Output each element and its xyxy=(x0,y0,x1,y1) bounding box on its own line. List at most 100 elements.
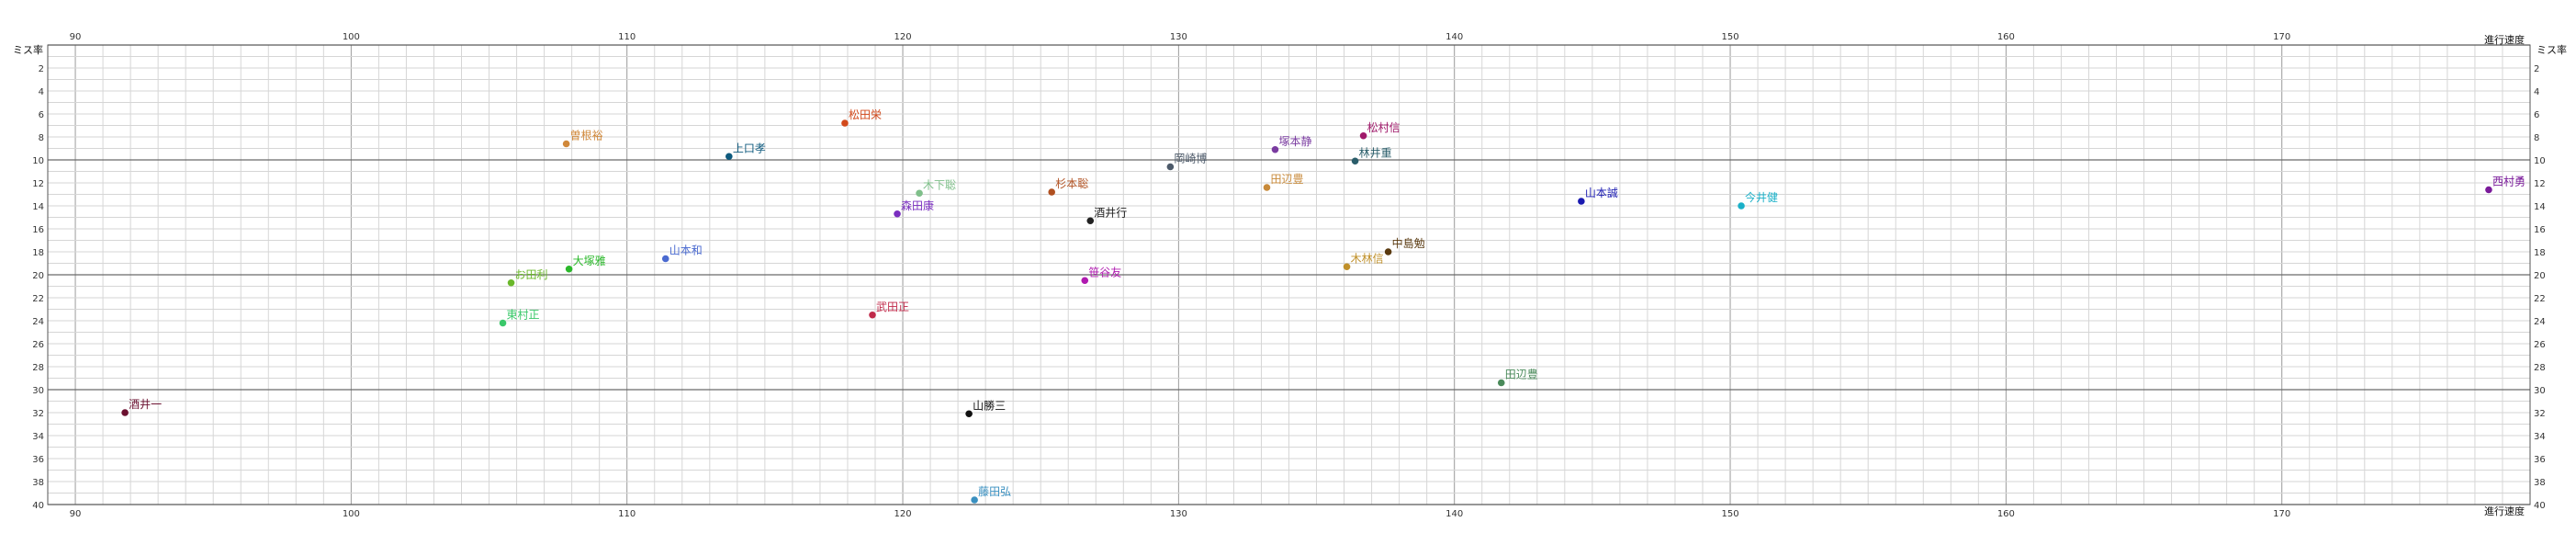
data-point xyxy=(1497,379,1505,387)
x-tick-label-top: 130 xyxy=(1170,32,1187,42)
data-point-label: 山本誠 xyxy=(1585,187,1618,199)
data-point-label: 酒井行 xyxy=(1094,206,1127,219)
data-point xyxy=(869,311,876,319)
y-tick-label-right: 40 xyxy=(2534,501,2546,511)
axis-titles: ミス率 ミス率 進行速度 進行速度 xyxy=(13,33,2567,517)
x-tick-label-top: 140 xyxy=(1445,32,1463,42)
data-point xyxy=(507,278,515,287)
data-point xyxy=(1081,277,1089,285)
data-points: 酒井一松田栄上口孝曽根裕松村信塚本静林井重岡崎博田辺豊杉本聡木下聡森田康酒井行山… xyxy=(121,108,2525,504)
x-tick-label-bottom: 150 xyxy=(1721,509,1738,519)
x-tick-label-bottom: 170 xyxy=(2273,509,2290,519)
y-tick-label-left: 24 xyxy=(32,317,44,327)
x-tick-label-top: 170 xyxy=(2273,32,2290,42)
data-point xyxy=(1578,198,1585,205)
y-axis-title-right: ミス率 xyxy=(2537,43,2567,56)
y-tick-label-right: 6 xyxy=(2534,110,2539,120)
y-tick-label-right: 30 xyxy=(2534,386,2546,396)
data-point-label: 中島勉 xyxy=(1392,236,1425,250)
x-tick-label-top: 150 xyxy=(1721,32,1738,42)
y-tick-label-left: 28 xyxy=(32,363,44,373)
x-tick-label-top: 160 xyxy=(1997,32,2015,42)
y-tick-label-right: 34 xyxy=(2534,432,2546,442)
data-point xyxy=(2485,186,2492,194)
y-tick-label-right: 38 xyxy=(2534,478,2546,488)
data-point-label: 西村勇 xyxy=(2492,176,2525,188)
data-point-label: 東村正 xyxy=(507,309,540,322)
data-point xyxy=(916,189,923,198)
y-tick-label-right: 36 xyxy=(2534,455,2546,465)
y-tick-label-left: 14 xyxy=(32,202,44,212)
y-tick-label-left: 10 xyxy=(32,156,44,166)
x-tick-label-bottom: 160 xyxy=(1997,509,2015,519)
data-point xyxy=(1086,217,1095,225)
data-point-label: 田辺豊 xyxy=(1505,369,1538,381)
y-tick-label-right: 26 xyxy=(2534,340,2546,350)
data-point-label: 木下聡 xyxy=(923,178,956,191)
y-tick-label-left: 8 xyxy=(39,133,44,143)
y-tick-label-right: 16 xyxy=(2534,225,2546,235)
data-point xyxy=(1351,157,1359,165)
y-tick-label-left: 6 xyxy=(39,110,44,120)
y-tick-label-left: 40 xyxy=(32,501,44,511)
x-tick-label-bottom: 140 xyxy=(1445,509,1463,519)
y-tick-label-left: 32 xyxy=(32,409,44,419)
data-point xyxy=(1263,184,1271,191)
y-tick-label-right: 18 xyxy=(2534,248,2546,258)
data-point xyxy=(562,140,570,148)
y-tick-label-left: 30 xyxy=(32,386,44,396)
data-point-label: 大塚雅 xyxy=(573,254,606,267)
y-tick-label-left: 36 xyxy=(32,455,44,465)
data-point xyxy=(841,119,849,127)
data-point-label: 武田正 xyxy=(876,301,909,313)
data-point xyxy=(971,496,978,504)
y-tick-label-left: 34 xyxy=(32,432,44,442)
y-tick-label-right: 12 xyxy=(2534,179,2546,189)
x-axis-title-bottom: 進行速度 xyxy=(2484,505,2525,517)
x-axis-title-top: 進行速度 xyxy=(2484,33,2525,46)
y-tick-label-right: 22 xyxy=(2534,294,2546,304)
data-point xyxy=(1738,202,1745,210)
data-point-label: 笹谷友 xyxy=(1088,266,1121,278)
y-tick-label-right: 2 xyxy=(2534,64,2539,74)
x-tick-label-top: 100 xyxy=(343,32,360,42)
data-point xyxy=(121,409,129,416)
data-point-label: 林井重 xyxy=(1359,146,1392,159)
data-point xyxy=(894,210,901,218)
data-point-label: 木林信 xyxy=(1351,252,1384,265)
data-point xyxy=(1048,188,1056,196)
y-tick-label-right: 28 xyxy=(2534,363,2546,373)
y-tick-label-right: 32 xyxy=(2534,409,2546,419)
y-tick-label-left: 2 xyxy=(39,64,44,74)
y-tick-label-left: 22 xyxy=(32,294,44,304)
y-tick-label-right: 4 xyxy=(2534,87,2539,97)
y-tick-label-left: 16 xyxy=(32,225,44,235)
x-tick-label-top: 110 xyxy=(618,32,636,42)
data-point xyxy=(499,319,507,327)
y-tick-label-left: 38 xyxy=(32,478,44,488)
data-point-label: 岡崎博 xyxy=(1174,152,1207,165)
grid-layer xyxy=(47,44,2531,505)
data-point-label: 松村信 xyxy=(1367,121,1400,134)
x-tick-label-top: 90 xyxy=(70,32,82,42)
data-point-label: 曽根裕 xyxy=(570,129,603,142)
data-point xyxy=(1343,263,1351,271)
data-point-label: 田辺豊 xyxy=(1270,173,1303,186)
tick-labels: 90 90 100 100 110 110 120 120 130 130 140 140 150 150… xyxy=(32,32,2545,519)
data-point-label: 森田康 xyxy=(901,199,934,212)
data-point xyxy=(726,153,733,161)
y-tick-label-right: 24 xyxy=(2534,317,2546,327)
x-tick-label-bottom: 130 xyxy=(1170,509,1187,519)
data-point-label: 藤田弘 xyxy=(978,485,1011,498)
data-point-label: 杉本聡 xyxy=(1055,177,1088,190)
y-tick-label-right: 8 xyxy=(2534,133,2539,143)
data-point-label: 山勝三 xyxy=(973,398,1006,412)
x-tick-label-bottom: 120 xyxy=(894,509,911,519)
data-point-label: 上口孝 xyxy=(733,142,766,154)
data-point-label: 酒井一 xyxy=(129,398,162,411)
data-point-label: お田利 xyxy=(515,268,548,281)
y-tick-label-left: 4 xyxy=(39,87,44,97)
y-tick-label-left: 18 xyxy=(32,248,44,258)
